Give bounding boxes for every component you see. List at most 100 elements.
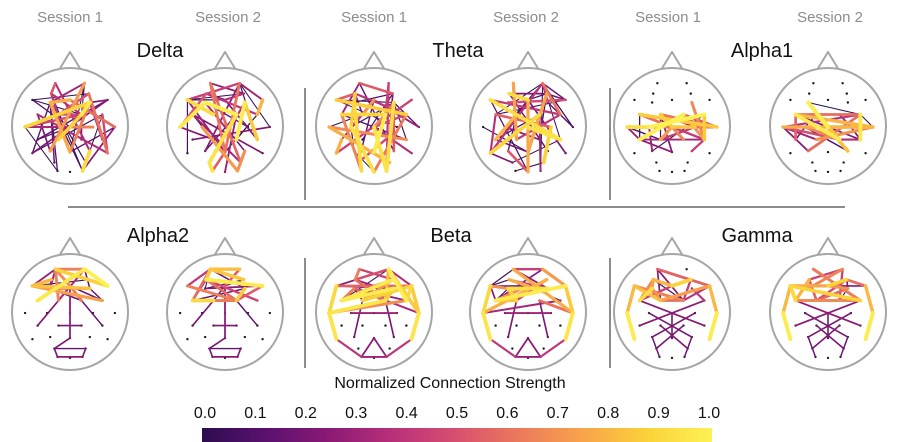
band-title-alpha1: Alpha1 [731,40,793,62]
electrode-dot [789,98,792,102]
connection-edge [372,125,389,173]
connection-edge [191,113,242,164]
electrode-dot [650,101,654,104]
band-title-delta: Delta [137,40,185,62]
connection-edge [638,299,706,327]
connection-edge [385,338,413,358]
connection-edge [690,138,706,153]
colorbar-tick-label: 0.4 [395,405,417,422]
connection-edge [349,91,357,129]
connection-edge [50,92,83,116]
connection-edge [651,312,696,338]
connection-edge [494,113,553,129]
electrode-dot [689,92,692,95]
colorbar-tick-label: 0.2 [295,405,317,422]
scalp-map-beta-session-2 [469,237,587,371]
connection-edge [626,126,662,141]
connection-edge [24,126,58,172]
connection-edge [340,82,361,116]
connection-edge [30,284,104,303]
session-labels: Session 1 Session 2 Session 1 Session 2 … [37,9,863,26]
electrode-dot [808,92,811,95]
electrode-dot [826,98,830,102]
connection-edge [48,98,72,105]
colorbar: Normalized Connection Strength 0.0 0.1 0.2… [194,375,720,442]
connection-edge [489,113,497,155]
electrode-dot [261,337,264,341]
connection-edge [335,338,363,358]
colorbar-ticks: 0.0 0.1 0.2 0.3 0.4 0.5 0.6 0.7 0.8 0.9 1.0 [194,405,720,422]
connection-edge [349,125,376,174]
colorbar-tick-label: 0.1 [244,405,266,422]
nose-outline [213,51,237,71]
electrode-dot [839,169,842,173]
electrode-dot [658,169,661,173]
connection-edge [191,126,271,141]
electrode-dot [48,335,52,339]
nose-outline [516,237,540,257]
session-label-theta-2: Session 2 [493,9,559,26]
connection-edge [204,277,265,288]
connection-edge [682,278,692,302]
connection-edge [707,284,719,315]
electrode-dot [633,151,636,155]
electrode-dot [842,161,845,164]
connection-edge [255,98,265,117]
connection-edge [488,98,563,142]
electrode-dot [686,161,689,164]
connection-edge [409,311,421,342]
connection-edge [489,338,517,358]
scalp-map-alpha1-session-1 [613,51,731,185]
nose-outline [213,237,237,257]
connection-edge [489,152,514,164]
connection-edge [541,82,567,101]
electrode-dot [655,161,658,164]
connection-edge [625,284,637,315]
colorbar-tick-label: 0.7 [547,405,569,422]
connection-edge [191,299,215,327]
colorbar-tick-label: 1.0 [698,405,720,422]
connection-edge [781,311,793,342]
scalp-map-delta-session-1 [11,51,129,185]
connection-edge [204,278,238,302]
session-label-delta-1: Session 1 [37,9,103,26]
connection-edge [68,98,117,129]
connection-edge [811,324,841,350]
connection-edge [87,92,109,155]
colorbar-title: Normalized Connection Strength [334,375,565,392]
connection-edge [625,311,637,342]
connection-edge [49,81,57,95]
connection-edge [56,112,84,142]
connection-edge [514,337,529,358]
band-titles: Delta Theta Alpha1 Alpha2 Beta Gamma [127,40,794,247]
colorbar-tick-label: 0.0 [194,405,216,422]
connection-edge [637,112,686,142]
connection-edge [807,336,817,358]
colorbar-tick-label: 0.9 [647,405,669,422]
electrode-dot [670,98,674,102]
connection-edge [239,82,271,128]
electrode-dot [178,311,182,315]
scalp-map-theta-session-2 [469,51,587,185]
band-title-theta: Theta [432,40,484,62]
electrode-dot [268,311,272,315]
electrode-dot [789,151,792,155]
connection-edge [481,284,493,315]
electrode-dot [538,324,541,327]
connection-edge [35,267,87,303]
electrode-dot [357,347,360,350]
electrode-dot [243,335,247,339]
panel-separators [68,88,845,368]
electrode-dot [405,324,408,327]
electrode-dot [685,267,688,271]
connection-edge [493,112,519,142]
connection-edge [806,100,830,130]
scalp-maps [11,51,887,371]
connection-edge [506,149,530,174]
connection-edge [814,125,875,142]
electrode-dot [106,337,109,341]
connection-edge [538,299,549,338]
session-label-theta-1: Session 1 [341,9,407,26]
connection-edge [236,347,242,358]
